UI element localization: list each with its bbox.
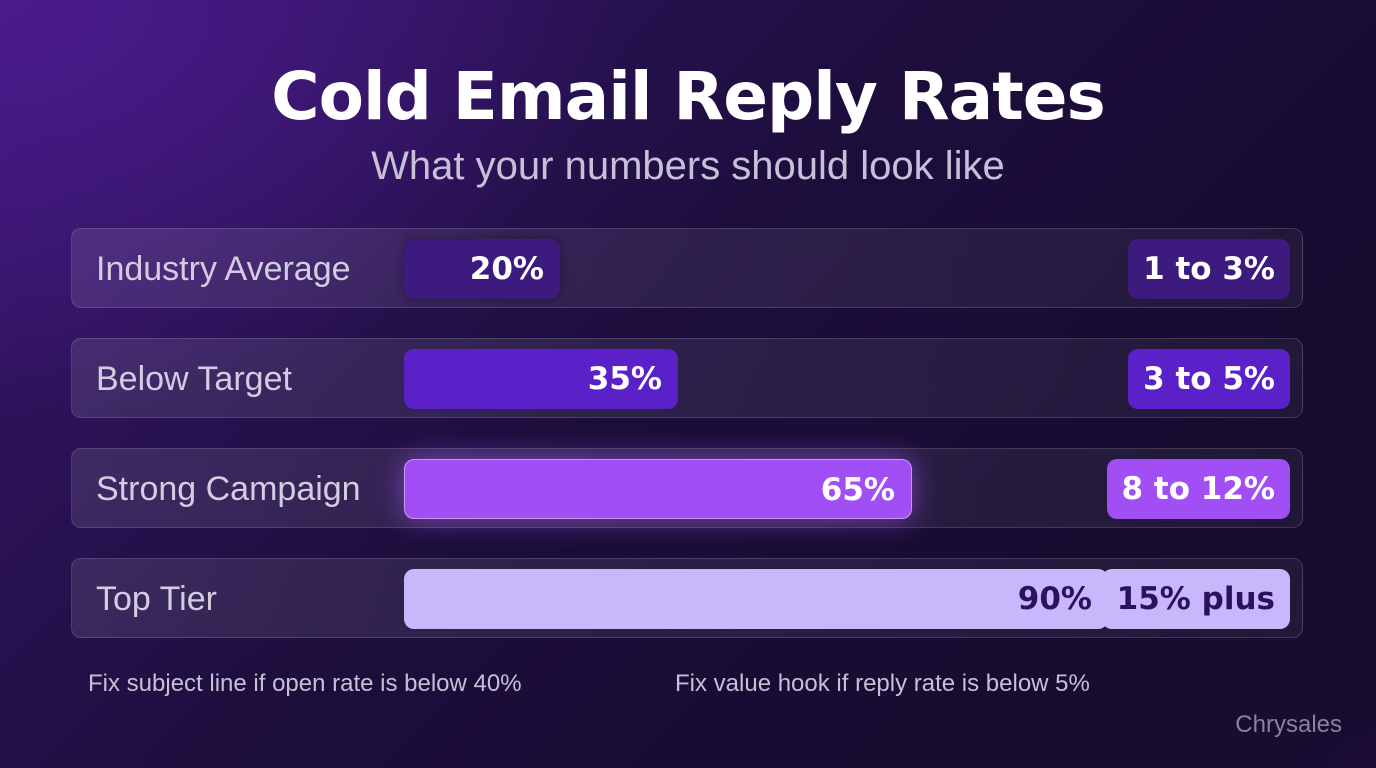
brand-watermark: Chrysales (1235, 711, 1342, 738)
reply-rate-badge: 8 to 12% (1106, 459, 1290, 519)
bar: 20% (404, 239, 560, 299)
chart-title: Cold Email Reply Rates (271, 58, 1106, 135)
bar-row: Top Tier 90% 15% plus (71, 558, 1303, 638)
reply-rate-badge: 1 to 3% (1128, 239, 1290, 299)
bar-value-label: 65% (820, 472, 895, 508)
bar-row: Industry Average 20% 1 to 3% (71, 228, 1303, 308)
category-label: Top Tier (96, 580, 217, 618)
category-label: Industry Average (96, 250, 351, 288)
bar-value-label: 90% (1017, 581, 1092, 617)
bar: 65% (404, 459, 912, 519)
bar-value-label: 20% (469, 251, 544, 287)
bar: 90% (404, 569, 1108, 629)
note-subject-line: Fix subject line if open rate is below 4… (88, 670, 522, 697)
bar-row: Below Target 35% 3 to 5% (71, 338, 1303, 418)
note-value-hook: Fix value hook if reply rate is below 5% (675, 670, 1090, 697)
category-label: Below Target (96, 360, 292, 398)
bar: 35% (404, 349, 678, 409)
category-label: Strong Campaign (96, 470, 361, 508)
bar-value-label: 35% (587, 361, 662, 397)
chart-subtitle: What your numbers should look like (371, 144, 1005, 188)
reply-rate-badge: 3 to 5% (1128, 349, 1290, 409)
reply-rate-badge: 15% plus (1101, 569, 1290, 629)
bar-row: Strong Campaign 65% 8 to 12% (71, 448, 1303, 528)
